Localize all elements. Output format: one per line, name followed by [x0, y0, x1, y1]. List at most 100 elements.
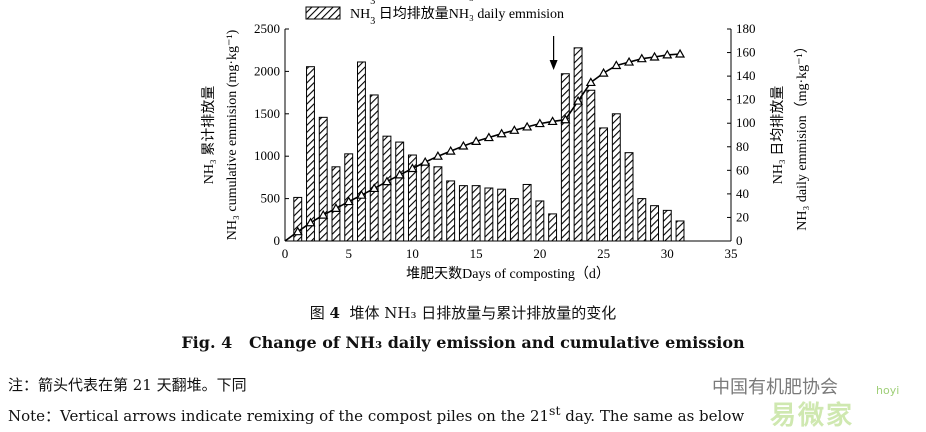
y-right-tick-label: 100: [736, 115, 756, 130]
daily-emission-bar: [382, 135, 392, 242]
cumulative-emission-point: [534, 118, 545, 128]
cumulative-emission-point: [318, 209, 329, 219]
cumulative-emission-point: [305, 217, 316, 227]
daily-emission-bar: [420, 162, 430, 242]
chart-labels: 0 5 10 15 20 25 30 3505001000150020002500020406…: [201, 21, 810, 282]
y-right-tick-label: 80: [736, 139, 749, 154]
y-right-tick-label: 20: [736, 209, 749, 224]
cumulative-emission-point: [598, 67, 609, 77]
daily-emission-bar: [484, 187, 494, 242]
cumulative-emission-point: [458, 140, 469, 150]
watermark-domain: hoyi: [876, 384, 900, 397]
cumulative-emission-point: [394, 169, 405, 179]
daily-emission-bar: [662, 209, 672, 242]
cumulative-emission-point: [674, 48, 686, 58]
daily-emission-bar: [624, 152, 634, 242]
y-left-tick-label: 0: [274, 233, 281, 248]
daily-emission-bar: [560, 73, 570, 242]
x-tick-label: 30: [661, 246, 674, 261]
y-right-title-cn: NH₃ 日均排放量: [770, 86, 786, 185]
daily-emission-bar: [522, 183, 532, 242]
cumulative-emission-point: [483, 132, 494, 142]
daily-emission-bar: [611, 113, 621, 242]
daily-emission-bar: [458, 185, 468, 242]
daily-emission-bar: [306, 66, 315, 242]
y-right-title-en: NH₃ daily emmision（mg·kg⁻¹）: [794, 39, 810, 230]
watermark-text: 中国有机肥协会: [712, 377, 838, 398]
daily-emission-bar: [548, 213, 558, 242]
cumulative-emission-point: [407, 163, 418, 173]
cumulative-emission-point: [611, 60, 622, 70]
x-tick-label: 15: [470, 246, 483, 261]
caption-cn-text: 堆体 NH₃ 日排放量与累计排放量的变化: [349, 304, 617, 322]
daily-emission-bar: [395, 141, 405, 242]
y-left-tick-label: 2000: [254, 63, 280, 78]
legend-label: NH3 日均排放量NH₃ daily emmision: [350, 6, 564, 27]
daily-emission-bar: [573, 47, 583, 242]
cumulative-emission-point: [369, 183, 380, 193]
y-right-tick-label: 140: [736, 68, 756, 83]
figure-caption-cn: 图 4 堆体 NH₃ 日排放量与累计排放量的变化: [0, 302, 926, 323]
note-en: Note：Vertical arrows indicate remixing o…: [8, 403, 744, 426]
y-left-tick-label: 1500: [254, 106, 280, 121]
daily-emission-bar: [497, 188, 507, 242]
caption-en-text: Change of NH₃ daily emission and cumulat…: [248, 333, 745, 352]
cumulative-emission-line: [284, 48, 686, 242]
cumulative-emission-point: [330, 203, 342, 212]
daily-emission-bar: [293, 196, 303, 242]
legend-bar-swatch: [305, 6, 341, 20]
cumulative-emission-point: [649, 51, 660, 61]
chart-svg: 0 5 10 15 20 25 30 3505001000150020002500020406…: [201, 0, 810, 282]
watermark-logo: 易微家: [770, 401, 855, 431]
cumulative-emission-point: [496, 128, 507, 138]
y-right-tick-label: 120: [736, 92, 756, 107]
daily-emission-bar: [675, 220, 685, 242]
x-tick-label: 25: [597, 246, 610, 261]
note-en-post: day. The same as below: [560, 407, 745, 425]
figure-caption-en: Fig. 4 Change of NH₃ daily emission and …: [0, 333, 926, 352]
y-left-tick-label: 1000: [254, 148, 280, 163]
daily-emission-bar: [433, 166, 443, 242]
daily-emission-bar: [535, 200, 545, 242]
cumulative-emission-point: [420, 156, 431, 166]
cumulative-emission-point: [662, 49, 673, 59]
x-tick-label: 0: [282, 246, 289, 261]
cumulative-emission-point: [343, 196, 354, 206]
daily-emission-bar: [637, 198, 647, 242]
y-left-tick-label: 2500: [254, 21, 280, 36]
daily-emission-bar: [650, 205, 659, 242]
cumulative-emission-point: [292, 226, 303, 236]
x-axis-title: 堆肥天数Days of composting（d）: [406, 266, 610, 282]
cumulative-emission-point: [356, 189, 367, 199]
caption-cn-pre: 图: [309, 304, 325, 322]
note-en-sup: st: [549, 403, 561, 418]
cumulative-emission-point: [509, 125, 520, 134]
daily-emission-bar: [446, 180, 456, 242]
daily-emission-bar: [471, 185, 481, 242]
daily-emission-bar: [407, 154, 417, 242]
daily-emission-bar: [318, 116, 328, 242]
daily-emission-bar: [357, 61, 366, 242]
daily-emission-bars: [293, 47, 685, 242]
x-tick-label: 35: [725, 246, 738, 261]
cumulative-emission-point: [547, 116, 558, 126]
y-left-tick-label: 500: [261, 191, 281, 206]
x-tick-label: 20: [533, 246, 546, 261]
remixing-arrowhead: [549, 60, 558, 70]
cumulative-emission-point: [522, 121, 533, 131]
cumulative-emission-point: [624, 56, 635, 66]
cumulative-emission-point: [432, 150, 443, 160]
cumulative-emission-point: [573, 95, 584, 105]
y-right-tick-label: 60: [736, 162, 749, 177]
caption-en-num: Fig. 4: [181, 333, 233, 352]
daily-emission-bar: [509, 198, 519, 242]
daily-emission-bar: [586, 89, 596, 242]
y-right-tick-label: 180: [736, 21, 756, 36]
note-en-pre: Note：Vertical arrows indicate remixing o…: [8, 407, 550, 425]
y-right-tick-label: 0: [736, 233, 743, 248]
y-right-tick-label: 160: [736, 45, 756, 60]
caption-cn-num: 4: [329, 304, 340, 322]
y-right-tick-label: 40: [736, 186, 749, 201]
